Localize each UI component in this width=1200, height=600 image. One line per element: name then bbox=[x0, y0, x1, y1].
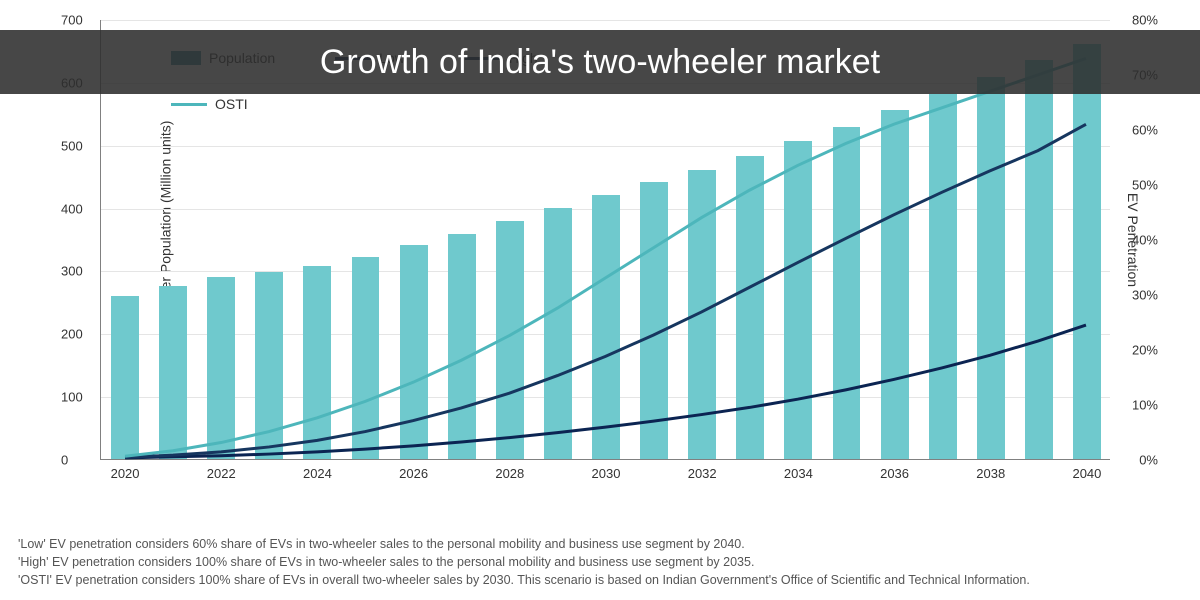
line-low bbox=[125, 325, 1086, 458]
legend-swatch bbox=[171, 103, 207, 106]
footnote-low: 'Low' EV penetration considers 60% share… bbox=[18, 536, 1182, 553]
y-right-tick: 30% bbox=[1132, 288, 1158, 303]
x-tick: 2028 bbox=[495, 466, 524, 481]
y-right-tick: 50% bbox=[1132, 178, 1158, 193]
x-tick: 2026 bbox=[399, 466, 428, 481]
footnote-osti: 'OSTI' EV penetration considers 100% sha… bbox=[18, 572, 1182, 589]
y-right-tick: 40% bbox=[1132, 233, 1158, 248]
y-right-tick: 20% bbox=[1132, 343, 1158, 358]
legend-label: OSTI bbox=[215, 96, 248, 112]
line-osti bbox=[125, 58, 1086, 456]
x-tick: 2040 bbox=[1072, 466, 1101, 481]
x-tick: 2036 bbox=[880, 466, 909, 481]
footnote-high: 'High' EV penetration considers 100% sha… bbox=[18, 554, 1182, 571]
y-left-tick: 700 bbox=[61, 13, 83, 28]
y-right-tick: 0% bbox=[1139, 453, 1158, 468]
y-left-tick: 400 bbox=[61, 201, 83, 216]
y-left-tick: 200 bbox=[61, 327, 83, 342]
x-tick: 2032 bbox=[688, 466, 717, 481]
y-right-tick: 10% bbox=[1132, 398, 1158, 413]
x-tick: 2030 bbox=[592, 466, 621, 481]
footnotes: 'Low' EV penetration considers 60% share… bbox=[18, 536, 1182, 590]
y-left-tick: 300 bbox=[61, 264, 83, 279]
x-tick: 2038 bbox=[976, 466, 1005, 481]
x-tick: 2020 bbox=[111, 466, 140, 481]
y-right-tick: 80% bbox=[1132, 13, 1158, 28]
y-right-tick: 60% bbox=[1132, 123, 1158, 138]
legend-item-osti: OSTI bbox=[171, 96, 248, 112]
title-band: Growth of India's two-wheeler market bbox=[0, 30, 1200, 94]
y-left-tick: 500 bbox=[61, 138, 83, 153]
x-tick: 2024 bbox=[303, 466, 332, 481]
x-tick: 2022 bbox=[207, 466, 236, 481]
y-left-tick: 100 bbox=[61, 390, 83, 405]
page-title: Growth of India's two-wheeler market bbox=[320, 43, 880, 82]
line-high bbox=[125, 124, 1086, 457]
y-left-tick: 0 bbox=[61, 453, 68, 468]
x-tick: 2034 bbox=[784, 466, 813, 481]
